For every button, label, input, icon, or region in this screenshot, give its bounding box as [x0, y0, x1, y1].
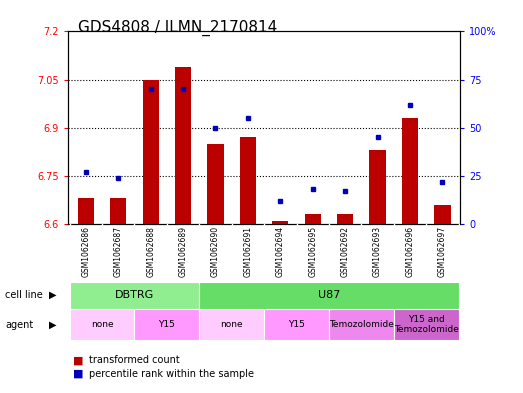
Text: ▶: ▶: [49, 320, 56, 330]
Text: ■: ■: [73, 369, 84, 379]
Text: Y15: Y15: [288, 320, 305, 329]
Text: GSM1062687: GSM1062687: [113, 226, 123, 277]
Text: GSM1062693: GSM1062693: [373, 226, 382, 277]
Bar: [329, 309, 394, 340]
Bar: [402, 118, 418, 224]
Text: GSM1062692: GSM1062692: [340, 226, 350, 277]
Text: percentile rank within the sample: percentile rank within the sample: [89, 369, 254, 379]
Bar: [369, 150, 385, 224]
Bar: [264, 309, 329, 340]
Bar: [110, 198, 127, 224]
Bar: [240, 137, 256, 224]
Text: GSM1062694: GSM1062694: [276, 226, 285, 277]
Text: GSM1062686: GSM1062686: [81, 226, 90, 277]
Bar: [304, 214, 321, 224]
Bar: [175, 67, 191, 224]
Bar: [199, 309, 264, 340]
Bar: [199, 282, 459, 309]
Bar: [70, 282, 199, 309]
Text: DBTRG: DBTRG: [115, 290, 154, 300]
Bar: [434, 205, 450, 224]
Text: agent: agent: [5, 320, 33, 330]
Text: none: none: [220, 320, 243, 329]
Text: ▶: ▶: [49, 290, 56, 300]
Text: GSM1062697: GSM1062697: [438, 226, 447, 277]
Text: cell line: cell line: [5, 290, 43, 300]
Text: ■: ■: [73, 355, 84, 365]
Text: U87: U87: [318, 290, 340, 300]
Bar: [143, 80, 159, 224]
Bar: [134, 309, 199, 340]
Text: GSM1062690: GSM1062690: [211, 226, 220, 277]
Text: Temozolomide: Temozolomide: [329, 320, 394, 329]
Bar: [208, 144, 224, 224]
Bar: [78, 198, 94, 224]
Bar: [70, 309, 134, 340]
Text: GSM1062689: GSM1062689: [178, 226, 188, 277]
Text: none: none: [90, 320, 113, 329]
Text: GSM1062696: GSM1062696: [405, 226, 415, 277]
Text: Y15: Y15: [158, 320, 175, 329]
Text: GSM1062695: GSM1062695: [308, 226, 317, 277]
Bar: [337, 214, 353, 224]
Text: Y15 and
Temozolomide: Y15 and Temozolomide: [394, 315, 459, 334]
Text: GSM1062688: GSM1062688: [146, 226, 155, 277]
Text: transformed count: transformed count: [89, 355, 180, 365]
Bar: [272, 221, 288, 224]
Text: GSM1062691: GSM1062691: [243, 226, 253, 277]
Bar: [394, 309, 459, 340]
Text: GDS4808 / ILMN_2170814: GDS4808 / ILMN_2170814: [78, 20, 278, 36]
